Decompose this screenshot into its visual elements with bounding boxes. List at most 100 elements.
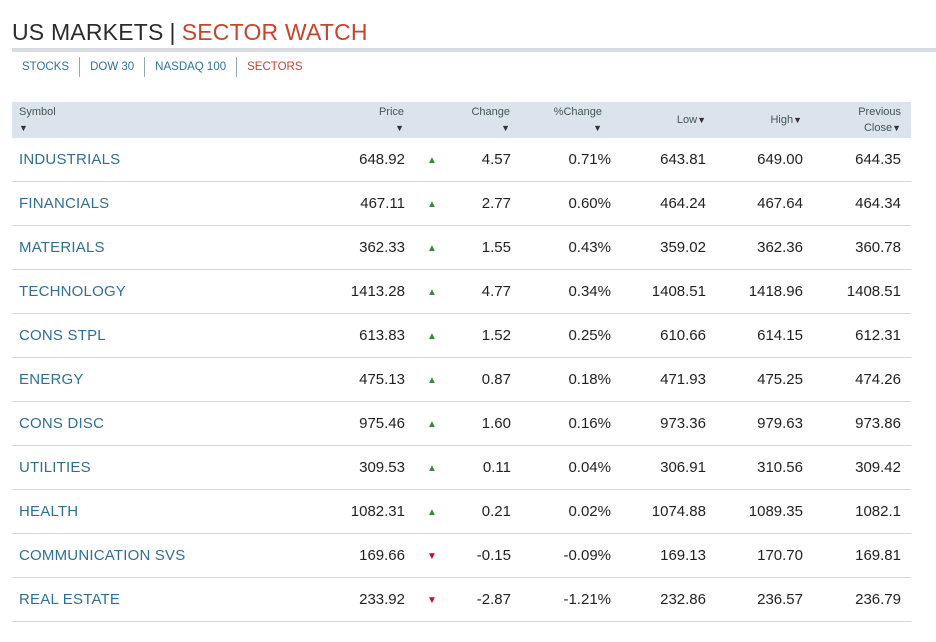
col-price-label: Price [378,106,404,118]
change-cell: 1.60 [481,415,511,432]
price-cell: 1413.28 [350,283,405,300]
table-row: REAL ESTATE 233.92 ▼ -2.87 -1.21% 232.86… [12,578,911,622]
col-low-label: Low [676,114,698,126]
col-pct-change-label: %Change [553,106,602,118]
previous-close-cell: 973.86 [855,415,901,432]
symbol-link[interactable]: ENERGY [19,371,84,388]
triangle-up-icon: ▲ [427,243,437,254]
low-cell: 359.02 [660,239,706,256]
previous-close-cell: 612.31 [855,327,901,344]
triangle-up-icon: ▲ [427,287,437,298]
previous-close-cell: 1082.1 [855,503,901,520]
triangle-up-icon: ▲ [427,463,437,474]
low-cell: 464.24 [660,195,706,212]
high-cell: 467.64 [757,195,803,212]
high-cell: 979.63 [757,415,803,432]
col-price-header[interactable]: Price ▼ [379,104,404,136]
table-row: TECHNOLOGY 1413.28 ▲ 4.77 0.34% 1408.51 … [12,270,911,314]
low-cell: 1074.88 [651,503,706,520]
price-cell: 169.66 [359,547,405,564]
table-row: CONS STPL 613.83 ▲ 1.52 0.25% 610.66 614… [12,314,911,358]
change-cell: 0.87 [481,371,511,388]
symbol-link[interactable]: INDUSTRIALS [19,151,121,168]
col-close-label: Close [863,122,893,134]
pct-change-cell: 0.71% [568,151,611,168]
low-cell: 232.86 [660,591,706,608]
tab-dow-30[interactable]: DOW 30 [80,57,146,77]
change-cell: -0.15 [476,547,511,564]
header-separator: | [169,18,176,45]
col-low-header[interactable]: Low▼ [677,112,706,128]
tab-stocks[interactable]: STOCKS [12,57,81,77]
triangle-up-icon: ▲ [427,199,437,210]
change-cell: 1.52 [481,327,511,344]
low-cell: 1408.51 [651,283,706,300]
previous-close-cell: 644.35 [855,151,901,168]
symbol-link[interactable]: UTILITIES [19,459,91,476]
table-row: ENERGY 475.13 ▲ 0.87 0.18% 471.93 475.25… [12,358,911,402]
previous-close-cell: 464.34 [855,195,901,212]
change-cell: 0.11 [482,459,511,476]
sort-arrow-icon: ▼ [501,123,510,133]
col-change-header[interactable]: Change ▼ [471,104,510,136]
high-cell: 236.57 [757,591,803,608]
pct-change-cell: 0.16% [568,415,611,432]
sector-table: Symbol ▼ Price ▼ Change ▼ %Change ▼ Low▼… [12,102,911,622]
price-cell: 362.33 [359,239,405,256]
pct-change-cell: 0.43% [568,239,611,256]
pct-change-cell: 0.34% [568,283,611,300]
market-tabs: STOCKS DOW 30 NASDAQ 100 SECTORS [12,56,313,78]
triangle-up-icon: ▲ [427,419,437,430]
col-pct-change-header[interactable]: %Change ▼ [554,104,602,136]
symbol-link[interactable]: COMMUNICATION SVS [19,547,186,564]
sort-arrow-icon: ▼ [793,115,802,125]
price-cell: 233.92 [359,591,405,608]
pct-change-cell: 0.18% [568,371,611,388]
symbol-link[interactable]: FINANCIALS [19,195,110,212]
symbol-link[interactable]: CONS STPL [19,327,106,344]
col-symbol-header[interactable]: Symbol ▼ [19,104,56,136]
pct-change-cell: 0.60% [568,195,611,212]
price-cell: 613.83 [359,327,405,344]
sort-arrow-icon: ▼ [892,123,901,133]
previous-close-cell: 360.78 [855,239,901,256]
low-cell: 306.91 [660,459,706,476]
high-cell: 649.00 [757,151,803,168]
triangle-down-icon: ▼ [427,551,437,562]
pct-change-cell: 0.25% [568,327,611,344]
symbol-link[interactable]: TECHNOLOGY [19,283,127,300]
col-previous-label: Previous [858,106,901,118]
price-cell: 975.46 [359,415,405,432]
price-cell: 648.92 [359,151,405,168]
symbol-link[interactable]: HEALTH [19,503,79,520]
tab-nasdaq-100[interactable]: NASDAQ 100 [145,57,238,77]
high-cell: 475.25 [757,371,803,388]
symbol-link[interactable]: MATERIALS [19,239,105,256]
high-cell: 362.36 [757,239,803,256]
previous-close-cell: 474.26 [855,371,901,388]
table-row: UTILITIES 309.53 ▲ 0.11 0.04% 306.91 310… [12,446,911,490]
high-cell: 170.70 [757,547,803,564]
table-row: FINANCIALS 467.11 ▲ 2.77 0.60% 464.24 46… [12,182,911,226]
triangle-down-icon: ▼ [427,595,437,606]
table-body: INDUSTRIALS 648.92 ▲ 4.57 0.71% 643.81 6… [12,138,911,622]
symbol-link[interactable]: CONS DISC [19,415,105,432]
price-cell: 467.11 [360,195,405,212]
high-cell: 614.15 [757,327,803,344]
table-row: CONS DISC 975.46 ▲ 1.60 0.16% 973.36 979… [12,402,911,446]
col-high-header[interactable]: High▼ [770,112,802,128]
header-divider [12,48,936,52]
low-cell: 471.93 [660,371,706,388]
triangle-up-icon: ▲ [427,375,437,386]
tab-sectors[interactable]: SECTORS [247,61,303,73]
change-cell: 4.77 [481,283,511,300]
high-cell: 1418.96 [748,283,803,300]
table-row: COMMUNICATION SVS 169.66 ▼ -0.15 -0.09% … [12,534,911,578]
triangle-up-icon: ▲ [427,507,437,518]
low-cell: 973.36 [660,415,706,432]
previous-close-cell: 309.42 [855,459,901,476]
symbol-link[interactable]: REAL ESTATE [19,591,121,608]
header-title-main: US MARKETS [12,18,164,45]
pct-change-cell: -1.21% [563,591,611,608]
col-previous-close-header[interactable]: Previous Close▼ [858,104,901,136]
